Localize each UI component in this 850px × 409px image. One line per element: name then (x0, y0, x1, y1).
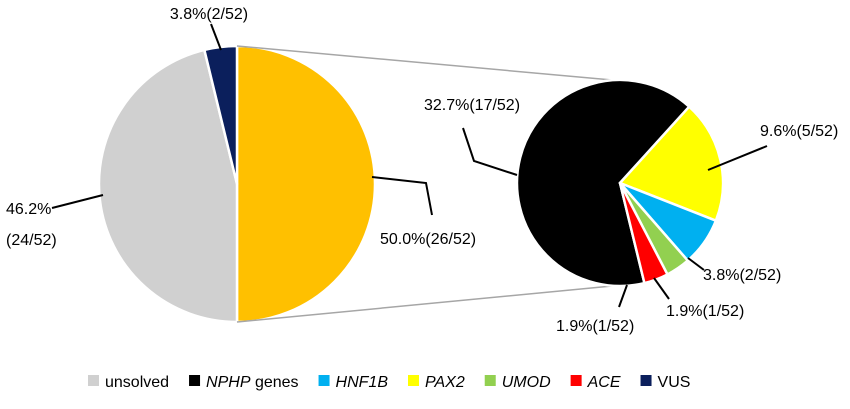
legend-item-ace: ACE (570, 374, 621, 391)
leader-line-pax2 (707, 145, 768, 171)
data-label-umod: 1.9%(1/52) (666, 303, 744, 320)
legend-item-nphp-genes: NPHP genes (189, 374, 299, 391)
legend-swatch (484, 375, 496, 386)
leader-line-nphp (462, 127, 518, 176)
legend: unsolved NPHP genes HNF1B PAX2 UMOD ACE VUS (88, 374, 690, 391)
leader-line-unsolved (51, 194, 104, 209)
leader-line-umod (653, 277, 670, 300)
leader-line-vus (210, 23, 222, 51)
legend-label: unsolved (105, 374, 169, 391)
data-label-ace: 1.9%(1/52) (556, 318, 634, 335)
data-label-hnf1b: 3.8%(2/52) (703, 267, 781, 284)
legend-label: VUS (658, 374, 691, 391)
legend-item-unsolved: unsolved (88, 374, 169, 391)
legend-label: ACE (587, 374, 621, 391)
legend-label: PAX2 (425, 374, 465, 391)
legend-swatch (189, 375, 201, 386)
legend-item-umod: UMOD (484, 374, 551, 391)
connector-line-top (236, 45, 613, 81)
legend-item-hnf1b: HNF1B (318, 374, 389, 391)
legend-swatch (88, 375, 99, 386)
data-label-vus: 3.8%(2/52) (170, 6, 248, 23)
pie-slice-solved (235, 44, 377, 324)
leader-line-ace (618, 284, 628, 308)
data-label-unsolved-value: 46.2% (6, 201, 51, 218)
legend-swatch (318, 375, 330, 386)
pie-slice-unsolved (97, 48, 239, 324)
pie-slice-nphp-genes (515, 78, 691, 288)
legend-label: UMOD (502, 374, 551, 391)
legend-swatch (408, 375, 419, 386)
data-label-unsolved-count: (24/52) (6, 232, 57, 249)
data-label-pax2: 9.6%(5/52) (760, 123, 838, 140)
legend-label: NPHP genes (206, 374, 299, 391)
data-label-solved: 50.0%(26/52) (380, 231, 476, 248)
leader-line-hnf1b (687, 257, 705, 271)
connector-line-bottom (236, 285, 613, 323)
legend-label: HNF1B (336, 374, 389, 391)
legend-item-vus: VUS (640, 374, 691, 391)
leader-line-solved (371, 176, 433, 216)
legend-swatch (570, 375, 582, 386)
data-label-nphp: 32.7%(17/52) (424, 97, 520, 114)
legend-item-pax2: PAX2 (408, 374, 465, 391)
legend-swatch (640, 375, 652, 386)
